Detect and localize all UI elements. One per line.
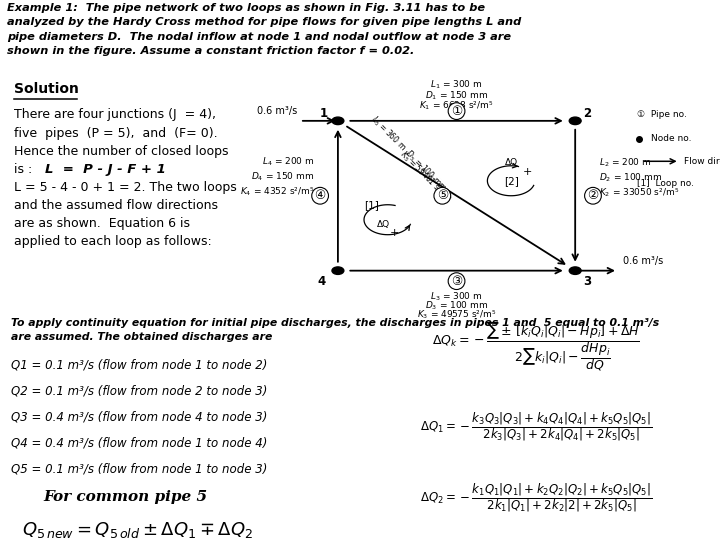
Text: There are four junctions (J  = 4),: There are four junctions (J = 4), <box>14 109 215 122</box>
Text: $\Delta Q_k = -\dfrac{\sum \pm\, [k_i Q_i |Q_i| - H p_i] + \Delta H}{2\sum k_i |: $\Delta Q_k = -\dfrac{\sum \pm\, [k_i Q_… <box>433 320 640 373</box>
Text: $D_1$ = 150 mm: $D_1$ = 150 mm <box>425 90 488 102</box>
Text: Q3 = 0.4 m³/s (flow from node 4 to node 3): Q3 = 0.4 m³/s (flow from node 4 to node … <box>11 411 267 424</box>
Text: ⑤: ⑤ <box>437 189 448 202</box>
Text: 3: 3 <box>583 275 591 288</box>
Text: Q5 = 0.1 m³/s (flow from node 1 to node 3): Q5 = 0.1 m³/s (flow from node 1 to node … <box>11 463 267 476</box>
Text: $\Delta Q_1 = -\dfrac{k_3 Q_3|Q_3| + k_4 Q_4|Q_4| + k_5 Q_5|Q_5|}{2k_3|Q_3| + 2k: $\Delta Q_1 = -\dfrac{k_3 Q_3|Q_3| + k_4… <box>420 410 652 443</box>
Circle shape <box>570 117 581 125</box>
Text: are as shown.  Equation 6 is: are as shown. Equation 6 is <box>14 217 189 231</box>
Text: $K_1$ = 6628 s²/m⁵: $K_1$ = 6628 s²/m⁵ <box>419 100 494 112</box>
Text: $K_5$ = 59401 s²/m⁵: $K_5$ = 59401 s²/m⁵ <box>397 148 454 205</box>
Text: ①  Pipe no.: ① Pipe no. <box>637 110 687 119</box>
Text: L  =  P - J - F + 1: L = P - J - F + 1 <box>45 163 166 176</box>
Text: and the assumed flow directions: and the assumed flow directions <box>14 199 217 212</box>
Text: [1]  Loop no.: [1] Loop no. <box>637 179 694 188</box>
Text: [2]: [2] <box>504 176 518 186</box>
Text: Hence the number of closed loops: Hence the number of closed loops <box>14 145 228 158</box>
Text: applied to each loop as follows:: applied to each loop as follows: <box>14 235 211 248</box>
Text: $L_5$ = 360 m  $D_5$ = 100 mm: $L_5$ = 360 m $D_5$ = 100 mm <box>369 113 450 194</box>
Text: ③: ③ <box>451 275 462 288</box>
Text: $\Delta Q_2 = -\dfrac{k_1 Q_1|Q_1| + k_2 Q_2|Q_2| + k_5 Q_5|Q_5|}{2k_1|Q_1| + 2k: $\Delta Q_2 = -\dfrac{k_1 Q_1|Q_1| + k_2… <box>420 482 652 514</box>
Text: $K_3$ = 49575 s²/m⁵: $K_3$ = 49575 s²/m⁵ <box>417 308 496 321</box>
Text: 0.6 m³/s: 0.6 m³/s <box>623 256 663 266</box>
Text: $K_2$ = 33050 s²/m⁵: $K_2$ = 33050 s²/m⁵ <box>599 186 679 199</box>
Text: Example 1:  The pipe network of two loops as shown in Fig. 3.11 has to be
analyz: Example 1: The pipe network of two loops… <box>7 3 521 56</box>
Text: [1]: [1] <box>364 200 379 210</box>
Text: Node no.: Node no. <box>651 134 692 143</box>
Text: $L_4$ = 200 m: $L_4$ = 200 m <box>261 155 314 167</box>
Text: ④: ④ <box>315 189 325 202</box>
Text: Flow direction: Flow direction <box>684 157 720 166</box>
Text: For common pipe 5: For common pipe 5 <box>43 490 207 504</box>
Text: Solution: Solution <box>14 83 78 97</box>
Text: To apply continuity equation for initial pipe discharges, the discharges in pipe: To apply continuity equation for initial… <box>11 318 659 342</box>
Text: +: + <box>523 167 532 177</box>
Text: $D_3$ = 100 mm: $D_3$ = 100 mm <box>425 299 488 312</box>
Text: 2: 2 <box>583 107 591 120</box>
Text: Q1 = 0.1 m³/s (flow from node 1 to node 2): Q1 = 0.1 m³/s (flow from node 1 to node … <box>11 359 267 372</box>
Text: 0.6 m³/s: 0.6 m³/s <box>257 106 297 116</box>
Circle shape <box>332 117 344 125</box>
Text: +: + <box>390 228 400 238</box>
Text: Q4 = 0.4 m³/s (flow from node 1 to node 4): Q4 = 0.4 m³/s (flow from node 1 to node … <box>11 437 267 450</box>
Text: $Q_{5\,new} = Q_{5\,old} \pm \Delta Q_1 \mp \Delta Q_2$: $Q_{5\,new} = Q_{5\,old} \pm \Delta Q_1 … <box>22 519 253 539</box>
Text: ΔQ: ΔQ <box>505 158 518 167</box>
Text: L = 5 - 4 - 0 + 1 = 2. The two loops: L = 5 - 4 - 0 + 1 = 2. The two loops <box>14 181 236 194</box>
Text: ΔQ: ΔQ <box>377 220 390 229</box>
Text: Q2 = 0.1 m³/s (flow from node 2 to node 3): Q2 = 0.1 m³/s (flow from node 2 to node … <box>11 384 267 397</box>
Text: 1: 1 <box>320 107 328 120</box>
Text: $D_2$ = 100 mm: $D_2$ = 100 mm <box>599 172 662 184</box>
Text: $L_2$ = 200 m: $L_2$ = 200 m <box>599 157 652 169</box>
Text: five  pipes  (P = 5),  and  (F= 0).: five pipes (P = 5), and (F= 0). <box>14 126 217 140</box>
Text: is :: is : <box>14 163 36 176</box>
Text: 4: 4 <box>318 275 325 288</box>
Circle shape <box>332 267 344 274</box>
Text: $L_1$ = 300 m: $L_1$ = 300 m <box>431 79 483 91</box>
Text: $D_4$ = 150 mm: $D_4$ = 150 mm <box>251 170 314 183</box>
Text: ①: ① <box>451 105 462 118</box>
Text: $L_3$ = 300 m: $L_3$ = 300 m <box>431 290 483 302</box>
Text: ②: ② <box>588 189 598 202</box>
Circle shape <box>570 267 581 274</box>
Text: $K_4$ = 4352 s²/m⁵: $K_4$ = 4352 s²/m⁵ <box>240 185 314 198</box>
